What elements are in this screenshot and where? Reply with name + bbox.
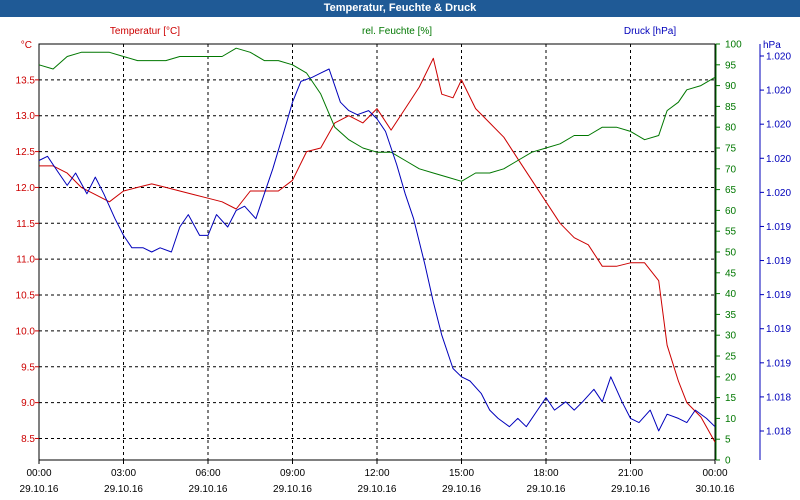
- humidity-tick-label: 50: [725, 248, 737, 259]
- humidity-tick-label: 85: [725, 102, 737, 113]
- temperature-tick-label: 8.5: [21, 434, 35, 445]
- x-tick-label-date: 29.10.16: [273, 484, 312, 495]
- pressure-tick-label: 1.019: [766, 290, 791, 301]
- humidity-axis-title: rel. Feuchte [%]: [362, 26, 432, 37]
- temperature-tick-label: 12.5: [16, 147, 36, 158]
- temperature-tick-label: 13.0: [16, 111, 36, 122]
- temperature-tick-label: 11.0: [16, 255, 35, 266]
- humidity-tick-label: 40: [725, 289, 737, 300]
- temperature-tick-label: 9.0: [21, 398, 35, 409]
- humidity-tick-label: 60: [725, 206, 737, 217]
- x-tick-label-time: 00:00: [26, 468, 51, 479]
- chart-background: [0, 17, 800, 500]
- axes-group: 00:00 29.10.16 03:00 29.10.16 06:00 29.10.16 0…: [16, 40, 792, 496]
- pressure-line: [38, 68, 716, 432]
- temperature-tick-label: 10.0: [16, 326, 36, 337]
- humidity-tick-label: 0: [725, 456, 731, 467]
- x-tick-label-time: 00:00: [702, 468, 727, 479]
- humidity-tick-label: 45: [725, 268, 737, 279]
- pressure-tick-label: 1.019: [766, 358, 791, 369]
- pressure-tick-label: 1.019: [766, 324, 791, 335]
- humidity-tick-label: 90: [725, 81, 737, 92]
- humidity-tick-label: 100: [725, 40, 742, 51]
- window-title: Temperatur, Feuchte & Druck: [0, 0, 800, 17]
- temperature-tick-label: 9.5: [21, 362, 35, 373]
- pressure-tick-label: 1.020: [766, 52, 791, 63]
- x-tick-label-date: 29.10.16: [104, 484, 143, 495]
- x-tick-label-time: 15:00: [449, 468, 474, 479]
- humidity-tick-label: 5: [725, 435, 731, 446]
- pressure-tick-label: 1.018: [766, 392, 791, 403]
- humidity-tick-label: 35: [725, 310, 737, 321]
- humidity-tick-label: 20: [725, 372, 737, 383]
- x-tick-label-date: 30.10.16: [696, 484, 735, 495]
- humidity-tick-label: 70: [725, 164, 737, 175]
- temperature-axis-title: Temperatur [°C]: [110, 26, 180, 37]
- x-tick-label-time: 12:00: [364, 468, 389, 479]
- humidity-tick-label: 15: [725, 393, 737, 404]
- grid: [39, 44, 715, 460]
- humidity-tick-label: 30: [725, 331, 737, 342]
- humidity-tick-label: 10: [725, 414, 737, 425]
- x-tick-label-date: 29.10.16: [20, 484, 59, 495]
- temperature-tick-label: 13.5: [16, 75, 36, 86]
- pressure-tick-label: 1.019: [766, 256, 791, 267]
- humidity-tick-label: 55: [725, 227, 737, 238]
- x-tick-label-time: 18:00: [533, 468, 558, 479]
- series-group: [38, 47, 716, 443]
- x-tick-label-time: 06:00: [195, 468, 220, 479]
- humidity-tick-label: 80: [725, 123, 737, 134]
- temperature-tick-label: 12.0: [16, 183, 36, 194]
- pressure-axis-title: Druck [hPa]: [624, 26, 676, 37]
- x-tick-label-time: 03:00: [111, 468, 136, 479]
- x-tick-label-time: 21:00: [618, 468, 643, 479]
- humidity-tick-label: 25: [725, 352, 737, 363]
- temperature-tick-label: 11.5: [16, 219, 35, 230]
- pressure-tick-label: 1.020: [766, 154, 791, 165]
- pressure-unit-label: hPa: [763, 40, 781, 51]
- humidity-line: [38, 47, 716, 182]
- x-tick-label-date: 29.10.16: [442, 484, 481, 495]
- humidity-tick-label: 95: [725, 60, 737, 71]
- pressure-tick-label: 1.018: [766, 427, 791, 438]
- x-tick-label-date: 29.10.16: [189, 484, 228, 495]
- temperature-line: [39, 57, 716, 443]
- temperature-tick-label: 10.5: [16, 291, 36, 302]
- pressure-tick-label: 1.020: [766, 120, 791, 131]
- x-tick-label-date: 29.10.16: [358, 484, 397, 495]
- x-tick-label-time: 09:00: [280, 468, 305, 479]
- humidity-tick-label: 75: [725, 144, 737, 155]
- temperature-unit-label: °C: [21, 40, 32, 51]
- x-tick-label-date: 29.10.16: [611, 484, 650, 495]
- pressure-tick-label: 1.020: [766, 86, 791, 97]
- pressure-tick-label: 1.019: [766, 222, 791, 233]
- humidity-tick-label: 65: [725, 185, 737, 196]
- x-tick-label-date: 29.10.16: [527, 484, 566, 495]
- pressure-tick-label: 1.020: [766, 188, 791, 199]
